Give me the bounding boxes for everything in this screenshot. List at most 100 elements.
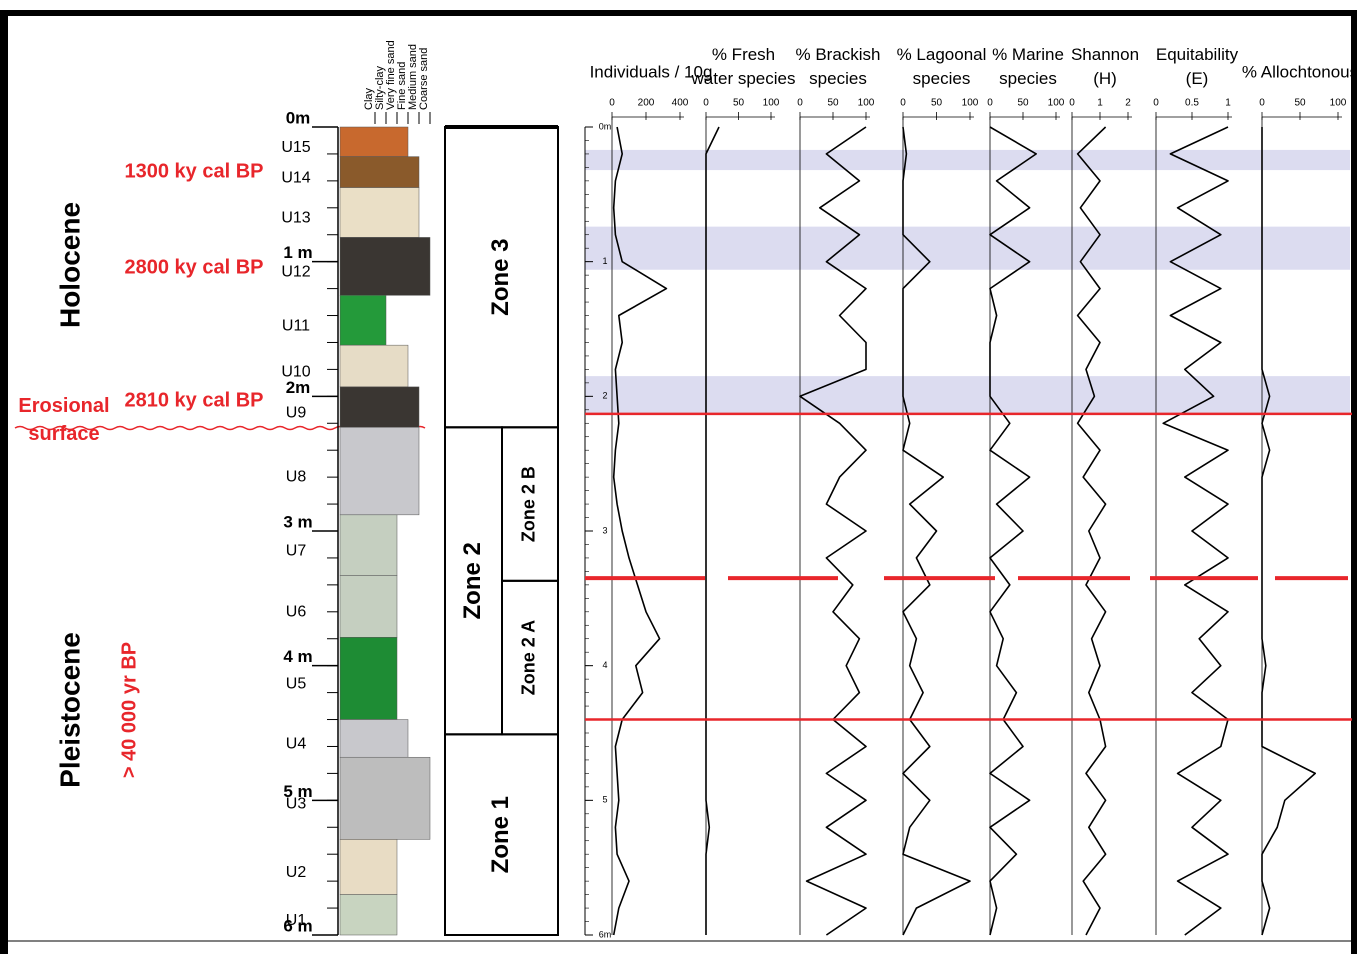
- profile-line: [799, 126, 867, 936]
- y-tick-label: 4: [602, 660, 607, 670]
- grain-size-label: Fine sand: [396, 62, 408, 110]
- y-tick-label: 3: [602, 525, 607, 535]
- x-tick-label: 100: [1330, 98, 1347, 109]
- zone-label: Zone 2 B: [519, 466, 539, 542]
- unit-label: U14: [281, 169, 310, 186]
- depth-label: 5 m: [283, 782, 312, 801]
- depth-label: 3 m: [283, 512, 312, 531]
- lith-unit: [339, 187, 420, 238]
- x-tick-label: 0: [609, 98, 615, 109]
- unit-label: U5: [286, 676, 307, 693]
- unit-label: U15: [281, 139, 310, 156]
- lith-unit: [339, 295, 387, 346]
- grain-size-label: Medium sand: [407, 44, 419, 110]
- unit-label: U4: [286, 736, 307, 753]
- zone-label: Zone 1: [487, 796, 514, 873]
- x-tick-label: 1: [1097, 98, 1103, 109]
- age-label: 2810 ky cal BP: [125, 389, 264, 411]
- x-tick-label: 50: [1294, 98, 1306, 109]
- age-label: > 40 000 yr BP: [118, 642, 140, 778]
- highlight-band: [585, 149, 1350, 171]
- top-border: [0, 10, 1357, 16]
- panel-title: % Allochtonous: [1242, 62, 1357, 81]
- unit-label: U7: [286, 542, 307, 559]
- unit-label: U8: [286, 468, 307, 485]
- y-tick-label: 2: [602, 391, 607, 401]
- y-tick-label: 6m: [599, 929, 612, 939]
- profile-line: [989, 126, 1037, 936]
- lith-unit: [339, 237, 431, 296]
- grain-size-label: Silty-clay: [374, 65, 386, 110]
- grain-size-label: Clay: [363, 87, 375, 110]
- lith-unit: [339, 719, 409, 758]
- age-label: 1300 ky cal BP: [125, 160, 264, 182]
- lith-unit: [339, 386, 420, 428]
- x-tick-label: 200: [638, 98, 655, 109]
- x-tick-label: 2: [1125, 98, 1131, 109]
- highlight-band: [585, 376, 1350, 414]
- panel-title: % Brackish species: [795, 46, 880, 89]
- unit-label: U6: [286, 604, 307, 621]
- panel-title: % Lagoonal species: [897, 46, 987, 89]
- lith-unit: [339, 156, 420, 188]
- x-tick-label: 100: [763, 98, 780, 109]
- age-label: 2800 ky cal BP: [125, 256, 264, 278]
- depth-label: 1 m: [283, 243, 312, 262]
- profile-line: [1162, 126, 1229, 936]
- unit-label: U11: [282, 317, 310, 334]
- unit-label: U2: [286, 864, 307, 881]
- lith-unit: [339, 894, 398, 936]
- lith-unit: [339, 839, 398, 895]
- left-border: [0, 10, 8, 954]
- depth-label: 2m: [286, 378, 311, 397]
- profile-line: [705, 126, 720, 935]
- x-tick-label: 50: [931, 98, 943, 109]
- lith-unit: [339, 514, 398, 576]
- x-tick-label: 400: [672, 98, 689, 109]
- depth-label: 4 m: [283, 647, 312, 666]
- x-tick-label: 0: [1259, 98, 1265, 109]
- unit-label: U1: [286, 912, 307, 929]
- right-border: [1351, 10, 1357, 954]
- x-tick-label: 0: [1069, 98, 1075, 109]
- x-tick-label: 1: [1225, 98, 1231, 109]
- panel-title: % Fresh water species: [691, 46, 796, 89]
- unit-label: U10: [281, 363, 310, 380]
- lith-unit: [339, 126, 409, 157]
- lith-unit: [339, 575, 398, 638]
- epoch-label: Pleistocene: [54, 632, 85, 788]
- y-tick-label: 0m: [599, 121, 612, 131]
- unit-label: U3: [286, 796, 307, 813]
- highlight-band: [585, 226, 1350, 270]
- zone-box: [444, 733, 559, 937]
- zone-label: Zone 3: [487, 238, 514, 315]
- x-tick-label: 50: [827, 98, 839, 109]
- lith-unit: [339, 344, 409, 388]
- x-tick-label: 0: [900, 98, 906, 109]
- x-tick-label: 50: [733, 98, 745, 109]
- unit-label: U9: [286, 404, 307, 421]
- x-tick-label: 0: [703, 98, 709, 109]
- profile-line: [612, 126, 668, 936]
- unit-label: U13: [281, 210, 310, 227]
- x-tick-label: 100: [962, 98, 979, 109]
- x-tick-label: 50: [1017, 98, 1029, 109]
- epoch-label: Holocene: [54, 202, 85, 328]
- grain-size-label: Coarse sand: [418, 48, 430, 110]
- y-tick-label: 1: [602, 256, 607, 266]
- unit-label: U12: [281, 264, 310, 281]
- depth-label: 0m: [286, 108, 311, 127]
- zone-label: Zone 2: [459, 542, 486, 619]
- lith-unit: [339, 637, 398, 720]
- panel-title: Individuals / 10g: [590, 62, 713, 81]
- lith-unit: [339, 427, 420, 516]
- lith-unit: [339, 756, 431, 840]
- x-tick-label: 0: [1153, 98, 1159, 109]
- x-tick-label: 0: [797, 98, 803, 109]
- y-tick-label: 5: [602, 795, 607, 805]
- x-tick-label: 100: [1048, 98, 1065, 109]
- panel-title: Equitability (E): [1156, 46, 1239, 89]
- profile-line: [1261, 127, 1316, 936]
